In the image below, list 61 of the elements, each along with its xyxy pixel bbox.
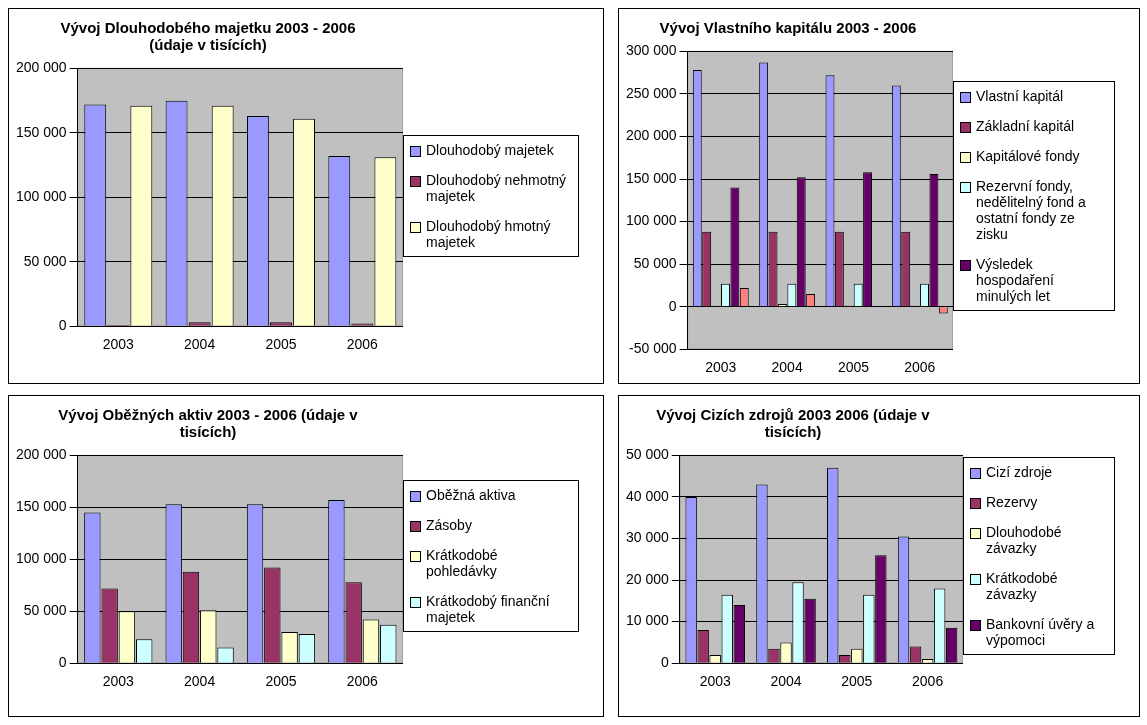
y-tick-label: -50 000	[629, 340, 677, 357]
y-tick-label: 10 000	[625, 612, 670, 629]
legend-label: Dlouhodobý hmotný majetek	[426, 218, 552, 250]
legend-label: Dlouhodobé závazky	[986, 524, 1063, 556]
y-tick-label: 100 000	[16, 550, 67, 567]
y-tick-label: 150 000	[16, 123, 67, 140]
y-tick-label: 0	[58, 654, 67, 671]
legend-label: Rezervní fondy, nedělitelný fond a ostatní fondy ze zisku	[976, 178, 1087, 242]
x-tick-label: 2005	[265, 673, 297, 690]
x-tick-label: 2003	[705, 359, 737, 376]
x-tick-label: 2004	[184, 336, 216, 353]
y-tick-label: 100 000	[16, 188, 67, 205]
y-tick-label: 20 000	[625, 570, 670, 587]
legend-label: Dlouhodobý majetek	[426, 142, 554, 158]
x-tick-label: 2005	[837, 359, 870, 376]
y-tick-label: 40 000	[625, 487, 670, 504]
y-tick-label: 150 000	[626, 169, 677, 186]
x-tick-label: 2005	[841, 673, 873, 690]
x-tick-label: 2004	[770, 673, 802, 690]
y-tick-label: 30 000	[625, 529, 670, 546]
y-tick-label: 0	[661, 654, 670, 671]
chart-title: Vývoj Cizích zdrojů 2003 2006 (údaje v tisících)	[655, 406, 931, 440]
y-tick-label: 250 000	[626, 84, 677, 101]
y-tick-label: 200 000	[16, 59, 67, 76]
x-tick-label: 2006	[912, 673, 944, 690]
y-tick-label: 0	[58, 317, 67, 334]
x-tick-label: 2006	[346, 336, 379, 353]
legend-label: Krátkodobý finanční majetek	[426, 593, 551, 625]
legend-label: Oběžná aktiva	[426, 487, 516, 503]
y-tick-label: 300 000	[626, 42, 677, 59]
legend-label: Dlouhodobý nehmotný majetek	[426, 172, 568, 204]
y-tick-label: 100 000	[626, 212, 677, 229]
chart-title: Vývoj Dlouhodobého majetku 2003 - 2006 (údaje v tisících)	[59, 19, 357, 53]
legend-label: Kapitálové fondy	[976, 148, 1080, 164]
y-tick-label: 50 000	[625, 446, 670, 463]
x-tick-label: 2004	[184, 673, 216, 690]
legend-label: Základní kapitál	[976, 118, 1075, 134]
y-tick-label: 0	[668, 297, 677, 314]
y-tick-label: 50 000	[23, 602, 67, 619]
chart-title: Vývoj Vlastního kapitálu 2003 - 2006	[658, 19, 918, 36]
x-tick-label: 2003	[102, 673, 135, 690]
legend-label: Rezervy	[986, 494, 1038, 510]
x-tick-label: 2003	[699, 673, 731, 690]
chart-title: Vývoj Oběžných aktiv 2003 - 2006 (údaje v tisících)	[57, 406, 359, 440]
y-tick-label: 50 000	[23, 252, 67, 269]
legend-label: Vlastní kapitál	[976, 88, 1064, 104]
x-tick-label: 2004	[771, 359, 803, 376]
legend-label: Bankovní úvěry a výpomoci	[986, 616, 1096, 648]
x-tick-label: 2005	[265, 336, 297, 353]
legend-label: Krátkodobé závazky	[986, 570, 1059, 602]
x-tick-label: 2006	[346, 673, 379, 690]
y-tick-label: 200 000	[626, 127, 677, 144]
legend-label: Cizí zdroje	[986, 464, 1053, 480]
x-tick-label: 2006	[904, 359, 936, 376]
legend-label: Výsledek hospodaření minulých let	[976, 256, 1055, 304]
y-tick-label: 200 000	[16, 446, 67, 463]
x-tick-label: 2003	[102, 336, 135, 353]
legend-label: Zásoby	[426, 517, 472, 533]
y-tick-label: 150 000	[16, 498, 67, 515]
y-tick-label: 50 000	[633, 254, 677, 271]
legend-label: Krátkodobé pohledávky	[426, 547, 499, 579]
